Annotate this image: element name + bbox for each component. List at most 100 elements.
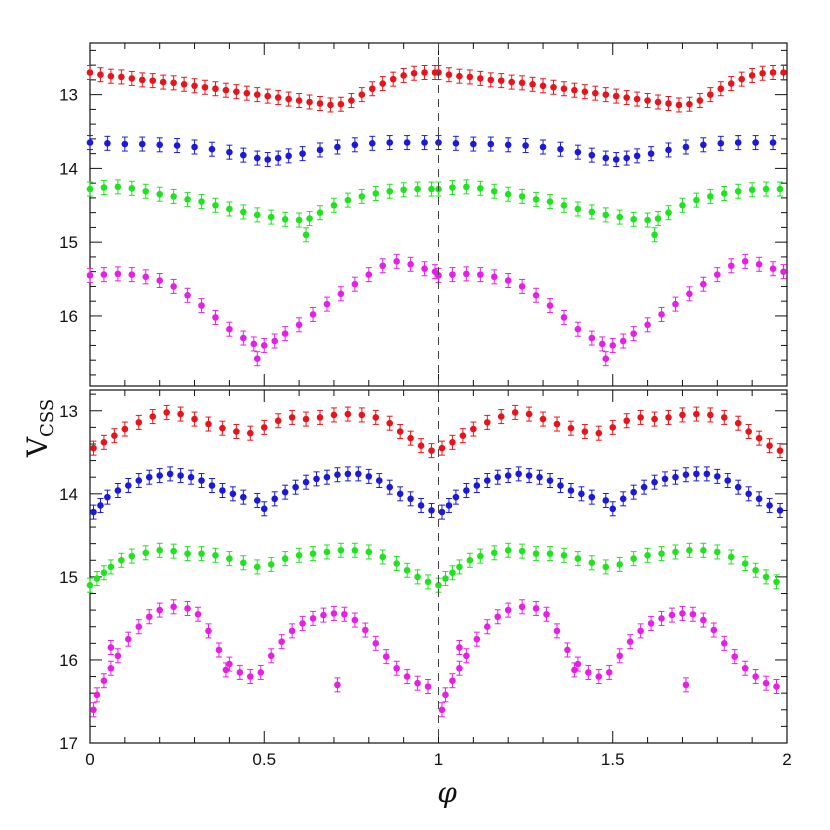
- data-point: [358, 193, 366, 200]
- data-point: [504, 277, 512, 284]
- data-point: [375, 477, 383, 484]
- data-point: [630, 330, 637, 337]
- data-point: [720, 640, 728, 647]
- data-point: [222, 86, 230, 94]
- data-point: [518, 283, 526, 290]
- data-point: [442, 691, 449, 699]
- data-point: [208, 482, 216, 489]
- data-point: [240, 151, 247, 159]
- x-axis-title: φ: [437, 776, 457, 809]
- data-point: [285, 152, 292, 160]
- data-point: [700, 616, 707, 624]
- data-point: [386, 419, 394, 427]
- data-point: [313, 475, 320, 483]
- data-point: [598, 340, 606, 348]
- data-point: [90, 508, 97, 516]
- data-point: [438, 444, 446, 452]
- data-point: [470, 425, 477, 433]
- data-point: [463, 487, 470, 494]
- data-point: [626, 638, 634, 645]
- data-point: [365, 271, 373, 278]
- data-point: [86, 139, 94, 146]
- data-point: [560, 85, 568, 93]
- data-point: [240, 208, 247, 216]
- data-point: [128, 552, 136, 560]
- data-point: [386, 483, 394, 491]
- data-point: [149, 77, 157, 84]
- data-point: [449, 184, 456, 191]
- data-point: [145, 613, 153, 621]
- data-point: [665, 146, 672, 154]
- data-point: [414, 573, 421, 581]
- data-point: [90, 444, 97, 452]
- data-point: [358, 411, 366, 419]
- data-point: [473, 635, 481, 643]
- data-point: [382, 653, 390, 660]
- data-point: [260, 342, 268, 349]
- data-point: [118, 73, 125, 81]
- data-point: [407, 260, 414, 268]
- bottom-series-blue: [90, 466, 784, 520]
- data-point: [609, 424, 617, 431]
- data-point: [100, 439, 108, 446]
- data-point: [532, 196, 540, 203]
- data-point: [156, 277, 163, 284]
- data-point: [703, 470, 711, 478]
- bottom-y-tick-label: 16: [59, 651, 78, 670]
- data-point: [86, 581, 94, 589]
- data-point: [647, 150, 655, 157]
- data-point: [776, 447, 784, 454]
- data-point: [644, 97, 651, 104]
- data-point: [780, 268, 787, 275]
- data-point: [693, 196, 700, 204]
- data-point: [344, 196, 352, 204]
- data-point: [100, 569, 108, 577]
- data-point: [536, 473, 543, 481]
- data-point: [323, 473, 331, 481]
- data-point: [755, 495, 763, 503]
- data-point: [355, 470, 362, 478]
- y-axis-title-sub: CSS: [37, 399, 58, 437]
- data-point: [236, 669, 244, 676]
- data-point: [198, 550, 205, 557]
- data-point: [142, 549, 150, 557]
- data-point: [630, 488, 637, 496]
- data-point: [372, 640, 380, 647]
- top-series-magenta: [86, 253, 787, 367]
- data-point: [734, 419, 742, 427]
- data-point: [170, 79, 177, 87]
- data-point: [748, 186, 756, 194]
- data-point: [184, 291, 191, 299]
- data-point: [612, 156, 620, 163]
- data-point: [477, 75, 484, 82]
- data-point: [759, 69, 766, 77]
- data-point: [243, 89, 251, 97]
- data-point: [508, 78, 515, 86]
- data-point: [494, 473, 502, 481]
- data-point: [114, 183, 122, 191]
- data-point: [114, 487, 122, 494]
- data-point: [588, 151, 596, 159]
- data-point: [135, 419, 143, 426]
- data-point: [700, 547, 707, 554]
- data-point: [379, 553, 387, 561]
- data-point: [316, 414, 324, 421]
- data-point: [571, 666, 578, 674]
- data-point: [93, 575, 101, 582]
- data-point: [619, 495, 627, 503]
- data-point: [720, 190, 728, 197]
- data-point: [198, 198, 205, 205]
- data-point: [616, 561, 624, 568]
- data-point: [368, 85, 376, 93]
- data-point: [100, 271, 108, 278]
- data-point: [518, 547, 526, 555]
- data-point: [403, 139, 411, 146]
- data-point: [449, 677, 456, 685]
- data-point: [463, 270, 470, 278]
- data-point: [456, 563, 463, 571]
- data-point: [640, 483, 648, 491]
- data-point: [253, 497, 261, 504]
- data-point: [330, 411, 338, 419]
- data-point: [585, 669, 592, 676]
- data-point: [219, 487, 226, 494]
